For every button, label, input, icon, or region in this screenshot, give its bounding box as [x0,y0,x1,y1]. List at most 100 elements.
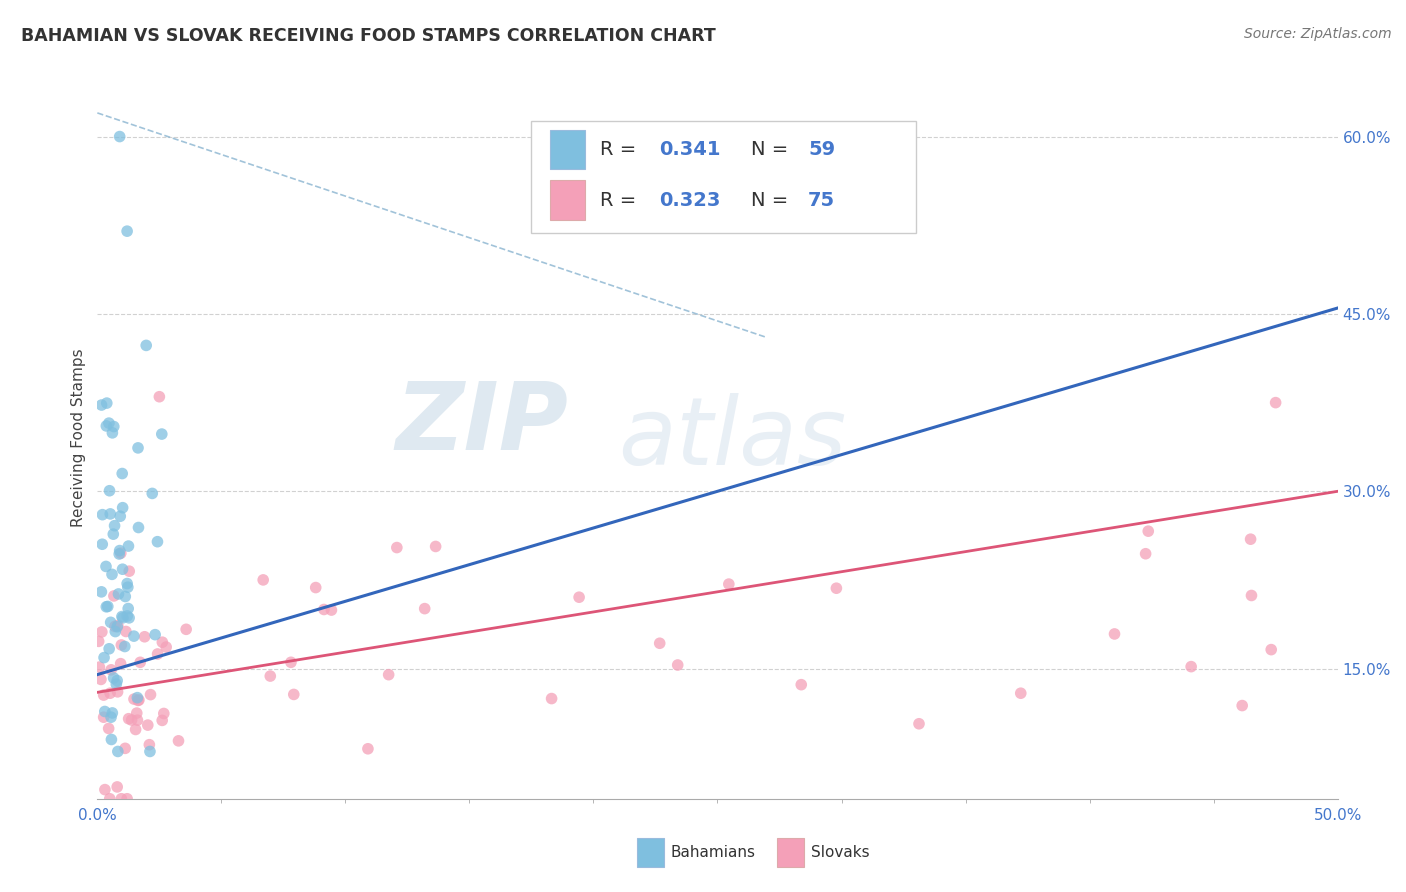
Bahamians [117,601,139,615]
Bahamians [110,509,132,524]
Slovaks [139,688,162,702]
Slovaks [155,640,177,654]
Bahamians [141,486,163,500]
Slovaks [90,624,112,639]
Slovaks [1230,698,1253,713]
Slovaks [115,624,138,639]
Slovaks [425,540,447,554]
Slovaks [146,647,169,661]
Bahamians [107,744,129,758]
FancyBboxPatch shape [531,120,915,233]
Bahamians [111,500,134,515]
Bahamians [98,483,121,498]
Bahamians [146,534,169,549]
Slovaks [312,602,335,616]
Bahamians [122,629,145,643]
Slovaks [321,603,343,617]
Bahamians [101,567,124,582]
Text: N =: N = [751,140,794,159]
Bahamians [90,585,112,599]
Text: 0.323: 0.323 [659,191,721,210]
Bahamians [91,537,114,551]
Slovaks [98,791,121,805]
Bahamians [104,624,127,639]
Slovaks [110,657,132,671]
Slovaks [129,656,152,670]
Bahamians [127,690,149,705]
Slovaks [100,663,122,677]
Slovaks [413,601,436,615]
Bahamians [105,677,128,691]
FancyBboxPatch shape [637,838,664,867]
Slovaks [128,693,150,707]
Bahamians [103,671,125,685]
Bahamians [93,650,115,665]
FancyBboxPatch shape [778,838,804,867]
Bahamians [114,590,136,604]
Slovaks [1010,686,1032,700]
Slovaks [1260,642,1282,657]
Bahamians [105,673,128,688]
Slovaks [122,692,145,706]
Bahamians [150,427,173,442]
Slovaks [107,685,129,699]
Slovaks [280,655,302,669]
Bahamians [98,507,121,521]
Slovaks [666,658,689,673]
Bahamians [115,609,138,624]
Bahamians [114,640,136,654]
Text: Slovaks: Slovaks [810,846,869,861]
Bahamians [97,416,120,430]
Slovaks [305,581,328,595]
Slovaks [134,630,156,644]
Bahamians [98,641,121,656]
Slovaks [127,713,149,727]
Bahamians [101,425,124,440]
Slovaks [1239,532,1261,546]
Slovaks [790,678,813,692]
Text: ZIP: ZIP [395,377,568,470]
Slovaks [125,706,148,720]
Slovaks [259,669,281,683]
Slovaks [114,741,136,756]
Bahamians [143,628,166,642]
Bahamians [107,587,129,601]
Slovaks [138,738,160,752]
Bahamians [111,467,134,481]
Slovaks [1137,524,1160,538]
Slovaks [107,618,129,632]
Slovaks [110,791,132,805]
Slovaks [385,541,408,555]
Slovaks [87,634,110,648]
Slovaks [110,638,132,652]
Text: 0.341: 0.341 [659,140,721,159]
Y-axis label: Receiving Food Stamps: Receiving Food Stamps [72,349,86,527]
Slovaks [105,780,128,794]
Bahamians [100,710,122,724]
Slovaks [118,564,141,578]
Slovaks [115,791,138,805]
Bahamians [108,543,131,558]
Text: Bahamians: Bahamians [671,846,755,861]
Bahamians [105,620,128,634]
Bahamians [94,705,117,719]
Bahamians [127,520,149,534]
Text: 75: 75 [808,191,835,210]
Slovaks [127,693,149,707]
Bahamians [101,706,124,720]
Bahamians [100,615,122,630]
Bahamians [115,224,138,238]
Slovaks [1135,547,1157,561]
Slovaks [148,390,170,404]
Bahamians [96,418,118,433]
Slovaks [153,706,176,721]
Slovaks [94,782,117,797]
Slovaks [357,741,380,756]
Bahamians [117,580,139,594]
Slovaks [98,686,121,700]
Text: BAHAMIAN VS SLOVAK RECEIVING FOOD STAMPS CORRELATION CHART: BAHAMIAN VS SLOVAK RECEIVING FOOD STAMPS… [21,27,716,45]
Bahamians [97,599,120,614]
Text: 59: 59 [808,140,835,159]
Slovaks [89,660,111,674]
Text: Source: ZipAtlas.com: Source: ZipAtlas.com [1244,27,1392,41]
